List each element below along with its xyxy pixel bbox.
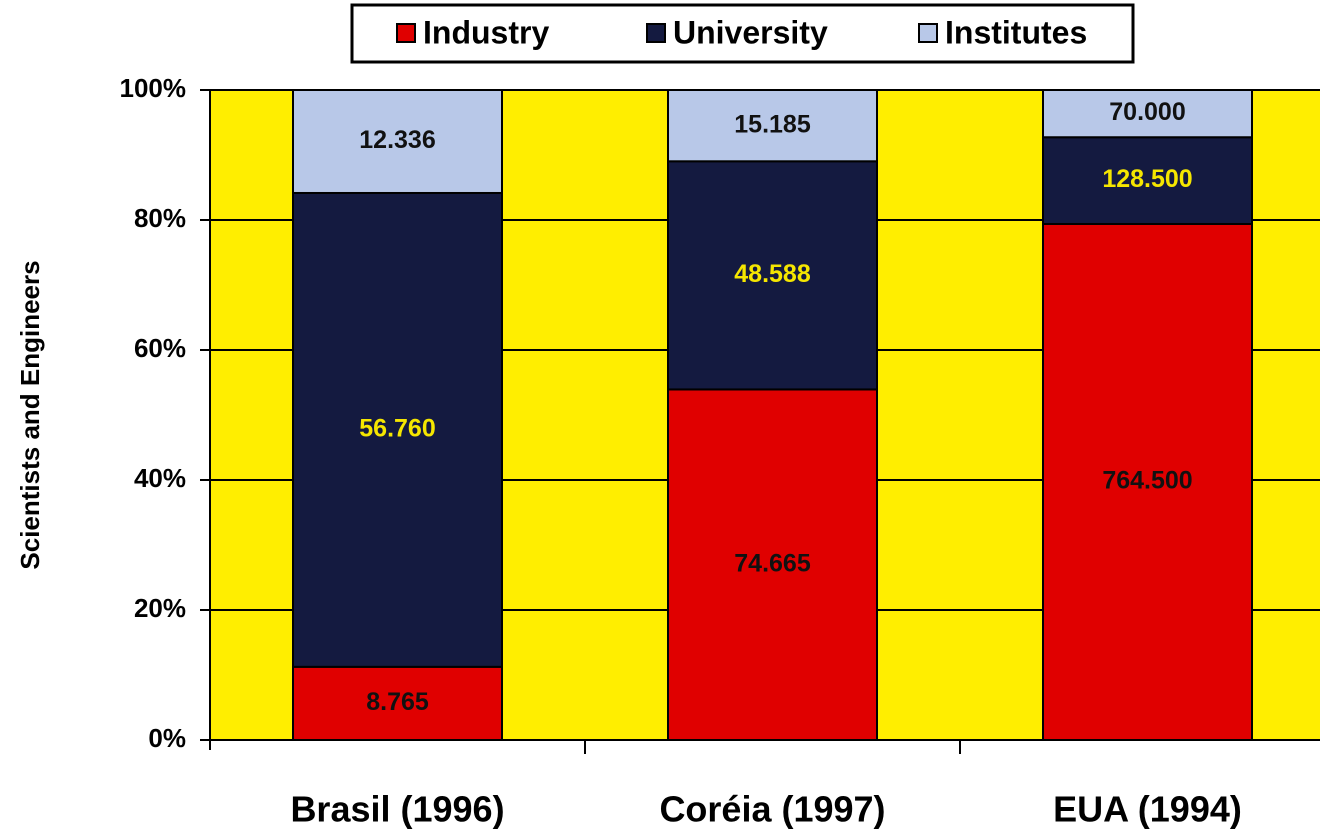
y-axis-title: Scientists and Engineers	[15, 260, 45, 569]
y-tick-label: 20%	[134, 593, 186, 623]
bar-segment	[667, 89, 878, 163]
bar-segment	[1042, 222, 1253, 741]
bar-segment	[292, 89, 503, 194]
legend-swatch	[646, 23, 666, 43]
legend-label: Industry	[423, 14, 549, 50]
data-label: 128.500	[1102, 165, 1192, 193]
bar-segment	[667, 388, 878, 741]
y-tick-label: 40%	[134, 463, 186, 493]
legend-label: Institutes	[945, 14, 1087, 50]
legend-swatch	[918, 23, 938, 43]
legend-label: University	[673, 14, 828, 50]
bar-segment	[1042, 89, 1253, 139]
y-tick-label: 80%	[134, 203, 186, 233]
y-tick-label: 0%	[148, 723, 186, 753]
data-label: 70.000	[1109, 98, 1185, 126]
bar-segment	[292, 665, 503, 742]
bar-segment	[1042, 136, 1253, 225]
data-label: 8.765	[366, 688, 429, 716]
data-label: 48.588	[734, 260, 811, 288]
x-tick-label: Brasil (1996)	[290, 789, 504, 830]
x-tick-label: Coréia (1997)	[659, 789, 885, 830]
legend-box	[350, 3, 1135, 64]
data-label: 74.665	[734, 549, 811, 577]
data-label: 764.500	[1102, 467, 1192, 495]
x-tick-label: EUA (1994)	[1053, 789, 1242, 830]
data-label: 15.185	[734, 110, 811, 138]
legend-swatch	[396, 23, 416, 43]
bar-segment	[292, 191, 503, 668]
data-label: 56.760	[359, 415, 435, 443]
bar-segment	[667, 160, 878, 391]
data-label: 12.336	[359, 126, 435, 154]
y-tick-label: 100%	[120, 73, 187, 103]
y-tick-label: 60%	[134, 333, 186, 363]
